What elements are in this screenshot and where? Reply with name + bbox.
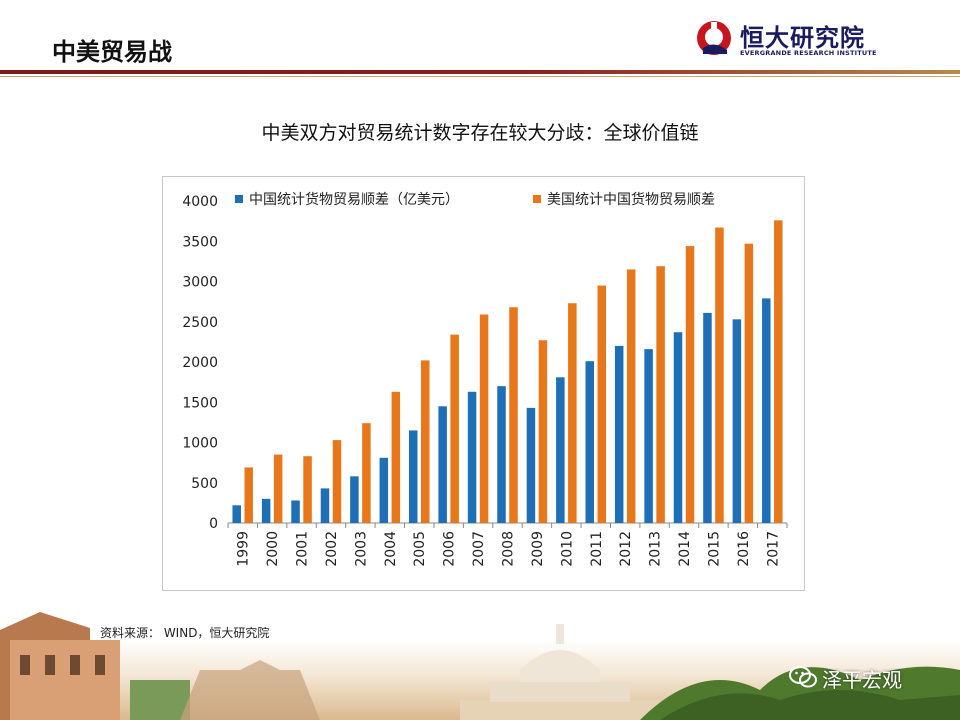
x-tick-label: 2002	[324, 531, 340, 567]
logo: 恒大研究院 EVERGRANDE RESEARCH INSTITUTE	[694, 16, 894, 60]
bar-us-2001	[303, 456, 312, 523]
header-divider-thin	[0, 76, 960, 77]
x-tick-label: 2017	[765, 531, 781, 567]
bar-us-2007	[479, 314, 489, 523]
bar-us-2006	[450, 334, 459, 523]
watermark-text: 泽平宏观	[822, 668, 902, 692]
header-divider	[0, 70, 960, 74]
bar-us-2013	[656, 266, 665, 523]
x-tick-label: 2010	[559, 531, 575, 567]
legend-swatch-china	[235, 195, 243, 203]
y-tick-label: 3500	[182, 234, 218, 250]
bar-china-2006	[438, 406, 447, 523]
bar-us-2002	[332, 440, 342, 523]
bar-china-2004	[379, 457, 389, 523]
bar-china-2003	[350, 476, 359, 523]
bar-us-2016	[744, 243, 754, 523]
logo-name-cn: 恒大研究院	[740, 24, 865, 52]
bar-us-2003	[362, 423, 371, 523]
chart-container: 0 500 1000 1500 2000 2500 3000 3500 4000 1999 2000…	[162, 176, 805, 591]
x-tick-label: 2008	[501, 531, 517, 567]
footer-cityscape-image	[0, 612, 960, 720]
y-tick-label: 500	[191, 476, 218, 492]
bar-us-1999	[244, 467, 253, 523]
bar-us-2004	[391, 391, 401, 523]
bar-china-2000	[261, 498, 271, 523]
page-title: 中美贸易战	[52, 38, 172, 66]
bar-chart: 0 500 1000 1500 2000 2500 3000 3500 4000 1999 2000…	[182, 191, 788, 567]
x-tick-label: 2006	[442, 531, 458, 567]
y-tick-label: 1000	[182, 436, 218, 452]
bar-us-2005	[420, 360, 430, 523]
bar-china-2001	[291, 500, 300, 523]
bar-china-2007	[467, 391, 477, 523]
x-tick-label: 2011	[589, 531, 605, 567]
bar-china-2017	[762, 298, 771, 523]
bar-us-2000	[273, 454, 283, 523]
source-note: 资料来源： WIND，恒大研究院	[100, 626, 270, 640]
logo-name-en: EVERGRANDE RESEARCH INSTITUTE	[740, 49, 877, 57]
x-tick-label: 2004	[383, 531, 399, 567]
legend-swatch-us	[533, 195, 541, 203]
y-tick-label: 3000	[182, 275, 218, 291]
x-tick-label: 2003	[353, 531, 369, 567]
y-tick-label: 2000	[182, 355, 218, 371]
x-tick-label: 2001	[295, 531, 311, 567]
bar-us-2009	[538, 340, 548, 523]
bar-us-2014	[685, 246, 695, 523]
bar-us-2010	[568, 303, 577, 523]
bar-us-2011	[597, 285, 607, 523]
bar-china-2012	[614, 345, 624, 523]
x-tick-label: 2014	[677, 531, 693, 567]
bar-china-2013	[644, 349, 653, 523]
bar-china-2014	[673, 332, 683, 523]
bar-china-2008	[497, 386, 506, 523]
bar-china-2010	[556, 377, 565, 523]
bar-china-2016	[732, 319, 742, 523]
bar-china-2011	[585, 361, 595, 523]
evergrande-logo-icon	[697, 21, 731, 55]
bar-us-2017	[774, 220, 783, 523]
chart-title: 中美双方对贸易统计数字存在较大分歧：全球价值链	[261, 122, 699, 144]
x-tick-label: 2000	[265, 531, 281, 567]
x-tick-label: 2005	[412, 531, 428, 567]
x-tick-label: 2013	[648, 531, 664, 567]
bar-china-2015	[703, 312, 712, 523]
x-tick-label: 2015	[706, 531, 722, 567]
x-tick-label: 2012	[618, 531, 634, 567]
x-tick-label: 2007	[471, 531, 487, 567]
bar-china-2005	[408, 430, 418, 523]
y-tick-label: 1500	[182, 395, 218, 411]
bar-china-1999	[232, 505, 241, 523]
x-tick-label: 2016	[736, 531, 752, 567]
legend-label-us: 美国统计中国货物贸易顺差	[547, 191, 715, 208]
wechat-icon	[789, 666, 817, 688]
x-tick-label: 1999	[236, 531, 252, 567]
y-tick-label: 4000	[182, 194, 218, 210]
bar-us-2015	[715, 227, 724, 523]
bar-china-2009	[526, 407, 536, 523]
bar-china-2002	[320, 488, 330, 523]
y-tick-label: 0	[209, 516, 218, 532]
bar-us-2012	[626, 269, 636, 523]
x-tick-label: 2009	[530, 531, 546, 567]
bar-us-2008	[509, 307, 518, 523]
y-tick-label: 2500	[182, 315, 218, 331]
legend-label-china: 中国统计货物贸易顺差（亿美元）	[249, 191, 459, 208]
